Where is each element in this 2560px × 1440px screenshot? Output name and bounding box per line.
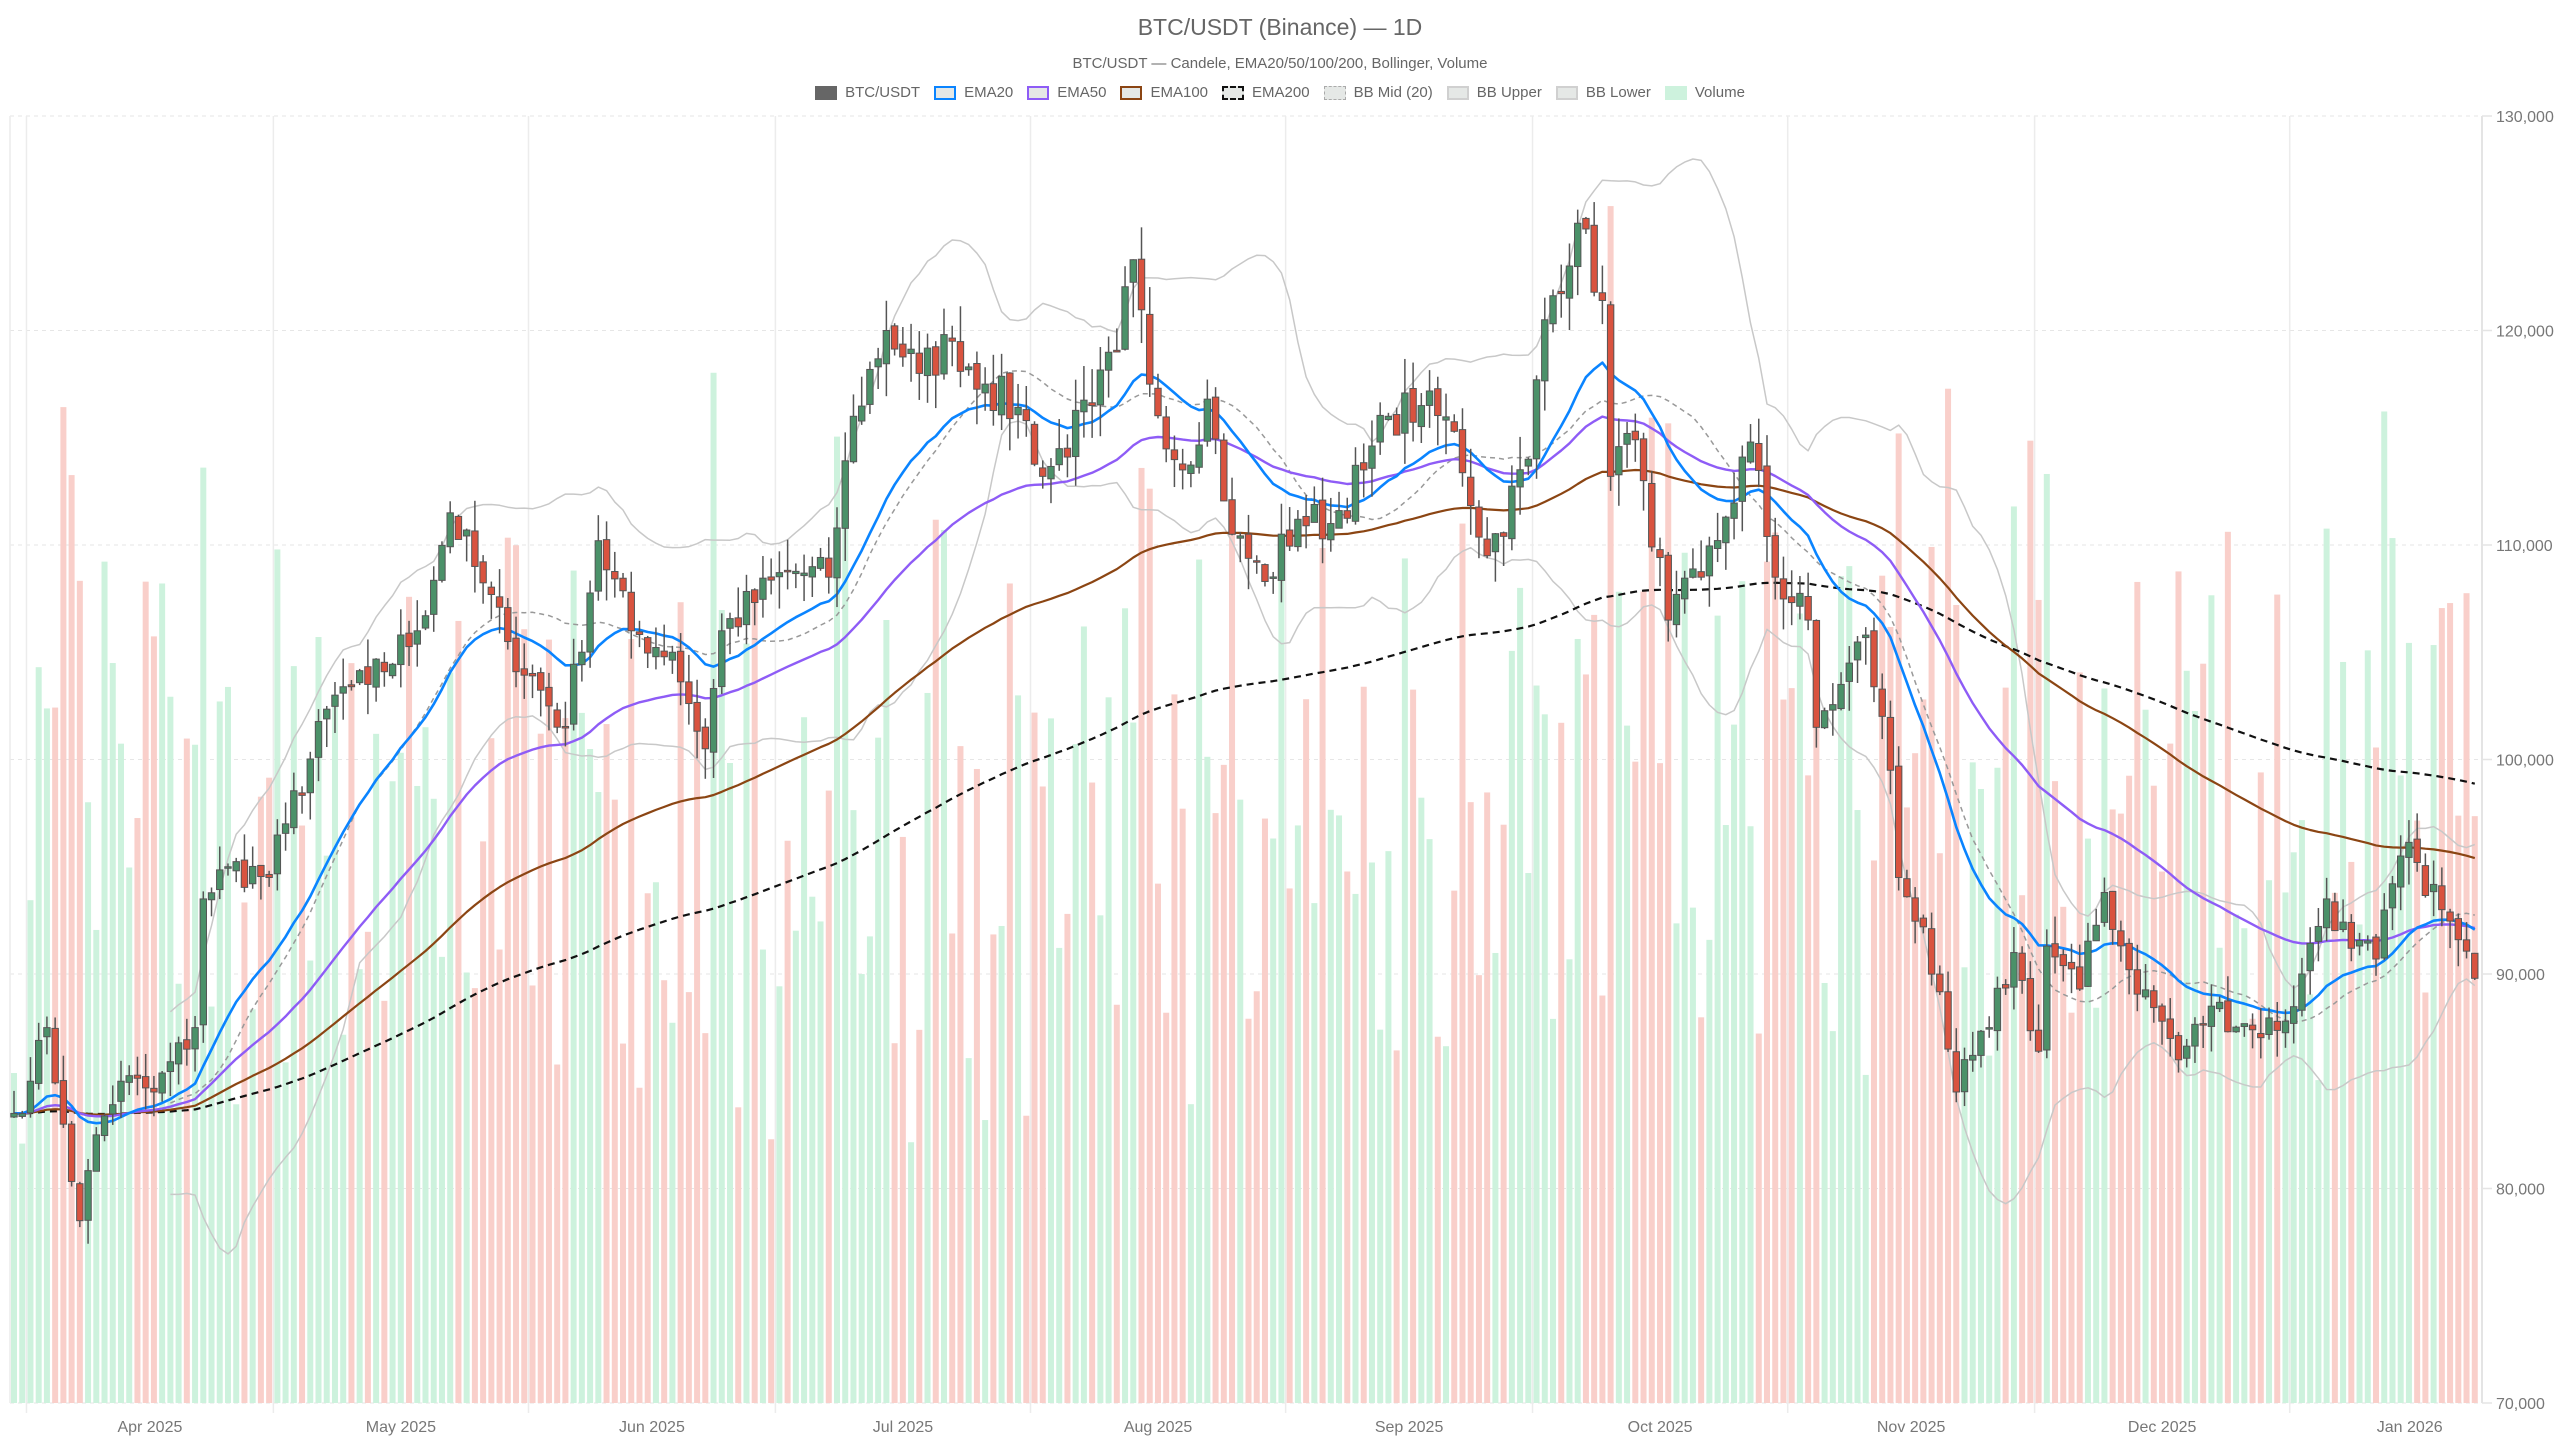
svg-text:Nov 2025: Nov 2025 [1877, 1419, 1946, 1436]
svg-text:100,000: 100,000 [2496, 753, 2554, 770]
svg-text:90,000: 90,000 [2496, 967, 2545, 984]
ema-lines [14, 361, 2476, 1125]
legend-swatch-icon [934, 85, 957, 100]
candles [10, 202, 2479, 1244]
legend-item-volume[interactable]: Volume [1664, 84, 1745, 101]
svg-text:80,000: 80,000 [2496, 1182, 2545, 1199]
svg-text:Jul 2025: Jul 2025 [873, 1419, 934, 1436]
legend-item-ema200[interactable]: EMA200 [1222, 84, 1310, 101]
legend-swatch-icon [1323, 85, 1346, 100]
volume-bars [11, 206, 2478, 1404]
legend-item-ema100[interactable]: EMA100 [1120, 84, 1208, 101]
legend-label: BTC/USDT [845, 84, 921, 101]
bollinger-bands [169, 158, 2476, 1255]
legend-swatch-icon [1664, 85, 1687, 100]
svg-text:110,000: 110,000 [2496, 538, 2553, 555]
axes: 70,000 80,000 90,000 100,000 110,000 120,000 1… [117, 109, 2553, 1436]
legend-item-bb-mid[interactable]: BB Mid (20) [1323, 84, 1433, 101]
legend-label: EMA100 [1150, 84, 1209, 101]
svg-text:Aug 2025: Aug 2025 [1124, 1419, 1193, 1436]
chart-legend: BTC/USDT EMA20 EMA50 EMA100 EMA200 BB Mi… [0, 84, 2560, 101]
legend-swatch-icon [1555, 85, 1578, 100]
legend-item-ema50[interactable]: EMA50 [1027, 84, 1106, 101]
legend-label: BB Upper [1476, 84, 1542, 101]
legend-item-btcusdt[interactable]: BTC/USDT [815, 84, 920, 101]
chart-subtitle: BTC/USDT — Candele, EMA20/50/100/200, Bo… [1072, 55, 1488, 72]
svg-text:May 2025: May 2025 [366, 1419, 436, 1436]
legend-swatch-icon [1027, 85, 1050, 100]
legend-item-bb-lower[interactable]: BB Lower [1555, 84, 1651, 101]
svg-text:Sep 2025: Sep 2025 [1375, 1419, 1444, 1436]
legend-label: BB Lower [1585, 84, 1651, 101]
svg-text:120,000: 120,000 [2496, 324, 2554, 341]
legend-swatch-icon [815, 85, 838, 100]
legend-label: BB Mid (20) [1353, 84, 1433, 101]
legend-label: EMA50 [1057, 84, 1107, 101]
svg-text:Jun 2025: Jun 2025 [619, 1419, 685, 1436]
svg-text:Jan 2026: Jan 2026 [2377, 1419, 2443, 1436]
svg-text:Oct 2025: Oct 2025 [1628, 1419, 1693, 1436]
chart-title: BTC/USDT (Binance) — 1D [1137, 14, 1423, 40]
svg-text:70,000: 70,000 [2496, 1396, 2545, 1413]
legend-swatch-icon [1222, 85, 1245, 100]
legend-label: EMA20 [964, 84, 1014, 101]
legend-label: EMA200 [1252, 84, 1310, 101]
svg-text:Dec 2025: Dec 2025 [2128, 1419, 2197, 1436]
legend-swatch-icon [1120, 85, 1143, 100]
legend-item-bb-upper[interactable]: BB Upper [1446, 84, 1542, 101]
legend-label: Volume [1694, 84, 1745, 101]
legend-swatch-icon [1446, 85, 1469, 100]
svg-text:Apr 2025: Apr 2025 [117, 1419, 182, 1436]
legend-item-ema20[interactable]: EMA20 [934, 84, 1013, 101]
svg-text:130,000: 130,000 [2496, 109, 2554, 126]
